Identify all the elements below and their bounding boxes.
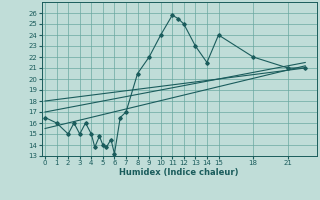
X-axis label: Humidex (Indice chaleur): Humidex (Indice chaleur): [119, 168, 239, 177]
